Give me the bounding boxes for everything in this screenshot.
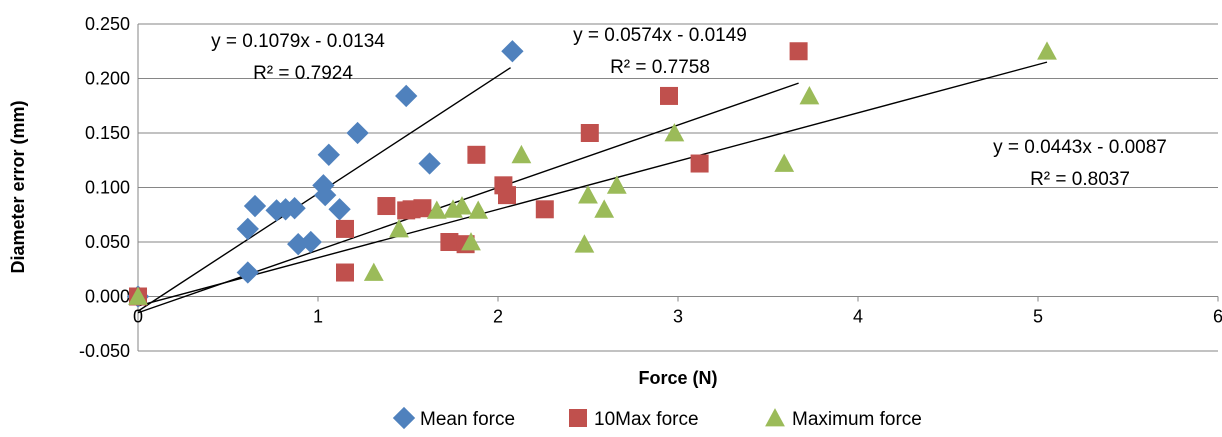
- y-tick-label: 0.100: [85, 178, 130, 198]
- point-square: [535, 200, 554, 219]
- legend-label: Maximum force: [792, 409, 922, 430]
- point-square: [336, 263, 354, 282]
- point-square: [440, 233, 459, 251]
- point-triangle: [1037, 41, 1057, 60]
- y-tick-label: -0.050: [79, 341, 130, 361]
- y-tick-label: 0.200: [85, 69, 130, 89]
- x-tick-label: 3: [673, 307, 683, 327]
- point-triangle: [468, 200, 489, 219]
- point-triangle: [574, 234, 595, 253]
- point-square: [336, 219, 354, 238]
- point-triangle: [426, 200, 447, 219]
- point-square: [498, 186, 516, 205]
- point-square: [377, 197, 396, 216]
- point-diamond: [418, 152, 441, 175]
- x-tick-label: 0: [133, 307, 143, 327]
- x-axis-title: Force (N): [638, 368, 717, 388]
- trendline-2: [137, 82, 799, 314]
- point-triangle: [799, 86, 820, 105]
- point-diamond: [236, 261, 259, 284]
- legend-label: Mean force: [420, 409, 515, 430]
- trendline-r2-1: R² = 0.7924: [253, 63, 353, 84]
- legend-marker-diamond: [392, 406, 416, 430]
- point-triangle: [511, 144, 532, 164]
- point-diamond: [243, 194, 267, 218]
- x-tick-label: 5: [1033, 307, 1043, 327]
- markers: [126, 40, 1057, 308]
- point-triangle: [578, 185, 598, 204]
- point-diamond: [395, 84, 418, 108]
- point-square: [467, 145, 486, 164]
- x-tick-label: 4: [853, 307, 863, 327]
- trendline-equation-3: y = 0.0443x - 0.0087: [993, 137, 1167, 158]
- legend-label: 10Max force: [594, 409, 699, 430]
- point-diamond: [314, 183, 337, 207]
- legend-marker-square: [569, 409, 587, 427]
- point-diamond: [346, 121, 369, 145]
- point-triangle: [606, 175, 627, 194]
- trendline-equation-1: y = 0.1079x - 0.0134: [211, 31, 385, 52]
- point-square: [660, 86, 678, 105]
- point-triangle: [452, 196, 472, 215]
- point-triangle: [363, 262, 384, 281]
- point-square: [580, 124, 599, 142]
- x-tick-label: 2: [493, 307, 503, 327]
- y-axis-title: Diameter error (mm): [8, 100, 28, 273]
- point-triangle: [389, 219, 409, 238]
- point-triangle: [461, 232, 481, 251]
- point-triangle: [664, 123, 685, 142]
- y-tick-label: 0.000: [85, 287, 130, 307]
- x-tick-label: 1: [313, 307, 323, 327]
- axes: -0.050 0.000 0.050 0.100 0.150 0.200 0.250 0 1 2 3…: [79, 14, 1222, 361]
- trendline-r2-2: R² = 0.7758: [610, 57, 710, 78]
- legend: Mean force 10Max force Maximum force: [392, 406, 922, 430]
- legend-marker-triangle: [765, 408, 785, 427]
- point-diamond: [328, 198, 351, 221]
- trendline-equation-2: y = 0.0574x - 0.0149: [573, 25, 747, 46]
- point-triangle: [128, 286, 148, 305]
- annotations: y = 0.1079x - 0.0134 R² = 0.7924 y = 0.057…: [211, 25, 1167, 190]
- point-square: [789, 42, 808, 61]
- point-diamond: [501, 40, 524, 63]
- point-triangle: [774, 153, 795, 172]
- y-tick-label: 0.150: [85, 123, 130, 143]
- trendline-3: [137, 61, 1048, 307]
- y-tick-label: 0.250: [85, 14, 130, 34]
- point-diamond: [236, 217, 259, 241]
- point-diamond: [317, 143, 340, 166]
- point-square: [413, 199, 432, 218]
- trendline-r2-3: R² = 0.8037: [1030, 169, 1130, 190]
- point-square: [690, 154, 709, 173]
- point-diamond: [283, 197, 306, 220]
- y-tick-label: 0.050: [85, 232, 130, 252]
- x-tick-label: 6: [1213, 307, 1222, 327]
- point-triangle: [594, 199, 615, 218]
- point-diamond: [299, 230, 322, 254]
